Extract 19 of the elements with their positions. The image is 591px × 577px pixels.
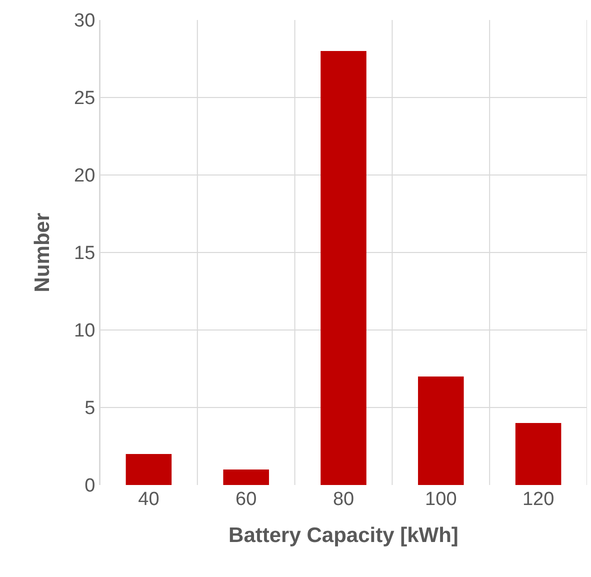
y-axis-title: Number: [31, 212, 54, 292]
y-tick-label: 15: [74, 243, 96, 264]
y-tick-label: 0: [84, 476, 96, 497]
x-tick-label: 100: [425, 489, 457, 510]
x-tick-label: 120: [522, 489, 554, 510]
bar: [320, 51, 366, 485]
y-tick-label: 10: [74, 320, 96, 342]
x-tick-label: 80: [332, 489, 354, 510]
y-tick-label: 20: [74, 166, 96, 187]
x-tick-label: 60: [236, 489, 257, 510]
bar: [223, 470, 269, 485]
x-tick-label: 40: [138, 489, 160, 510]
y-tick-label: 5: [84, 398, 96, 420]
y-tick-label: 30: [74, 10, 96, 32]
bar: [126, 454, 172, 485]
y-tick-label: 25: [74, 88, 96, 110]
bar: [418, 376, 464, 485]
x-axis-title: Battery Capacity [kWh]: [228, 524, 458, 548]
bar: [515, 423, 562, 485]
